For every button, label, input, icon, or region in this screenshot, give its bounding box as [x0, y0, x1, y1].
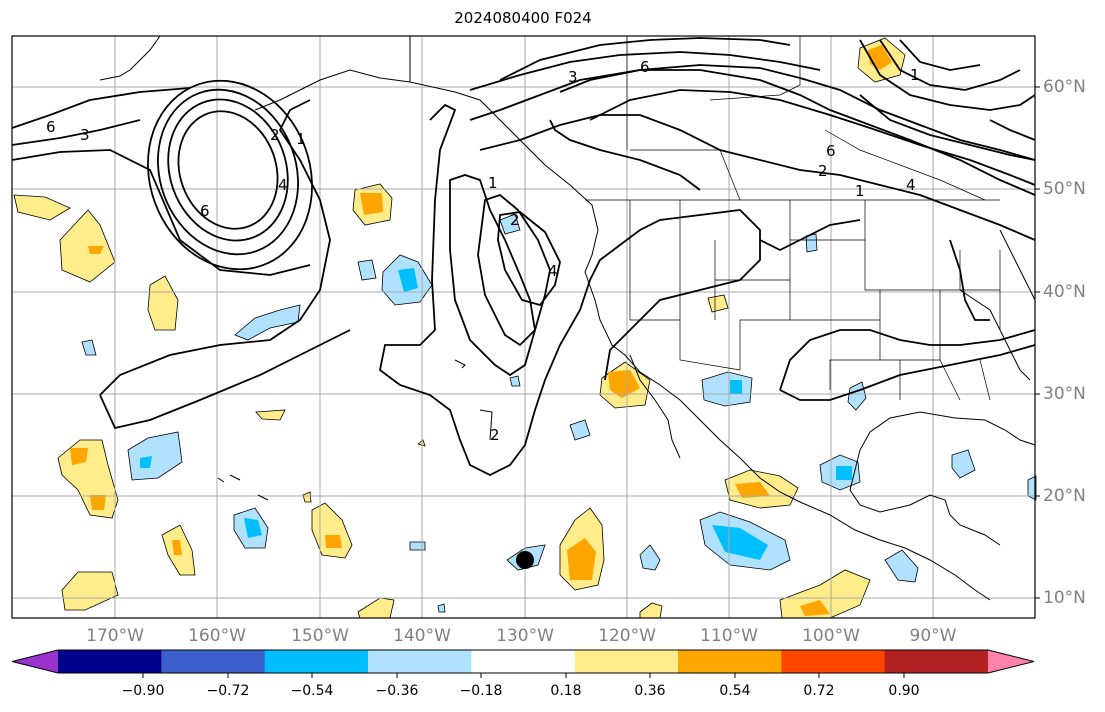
lon-label: 120°W	[598, 626, 656, 646]
fill-region	[234, 304, 301, 341]
lon-label: 140°W	[393, 626, 451, 646]
fill-region	[57, 439, 119, 519]
contour-label: 3	[568, 68, 578, 86]
contour-label: 6	[200, 202, 210, 220]
fill-region	[61, 571, 119, 611]
colorbar-tick-label: 0.90	[888, 683, 920, 699]
fill-region	[499, 213, 521, 235]
fill-region	[951, 449, 976, 479]
contour-label: 4	[278, 176, 288, 194]
lat-label: 20°N	[1043, 486, 1086, 506]
fill-region	[172, 540, 182, 555]
fill-region	[567, 538, 596, 580]
colorbar-tick-label: −0.54	[290, 683, 334, 699]
contour-label: 2	[510, 211, 520, 229]
coastlines	[99, 35, 1036, 601]
fill-region	[639, 544, 661, 571]
contour-label: 6	[640, 58, 650, 76]
fill-region	[81, 339, 97, 356]
colorbar-tick-label: −0.36	[375, 683, 419, 699]
fill-region	[707, 294, 729, 313]
graticule	[12, 36, 1035, 618]
fill-region	[1027, 475, 1037, 501]
fill-region	[639, 602, 663, 619]
negative-anomaly-fills	[81, 213, 1037, 613]
fill-region	[884, 549, 919, 583]
lon-label: 150°W	[291, 626, 349, 646]
lon-label: 160°W	[188, 626, 246, 646]
colorbar-tick-label: 0.36	[634, 683, 666, 699]
fill-region	[244, 518, 262, 538]
colorbar-tick-label: −0.90	[121, 683, 165, 699]
fill-region	[398, 268, 418, 292]
fill-region	[437, 603, 446, 613]
fill-region	[255, 409, 286, 421]
colorbar-tick-label: 0.54	[719, 683, 751, 699]
fill-region	[70, 448, 88, 465]
lat-label: 50°N	[1043, 179, 1086, 199]
fill-region	[608, 370, 640, 398]
map-title: 2024080400 F024	[454, 9, 592, 27]
contour-label: 2	[818, 162, 828, 180]
fill-region	[147, 275, 179, 331]
colorbar-tick-label: 0.18	[550, 683, 582, 699]
lon-label: 130°W	[496, 626, 554, 646]
contour-label: 2	[270, 126, 280, 144]
lat-label: 60°N	[1043, 77, 1086, 97]
fill-region	[127, 431, 183, 481]
lon-label: 90°W	[909, 626, 957, 646]
contour-label: 4	[906, 176, 916, 194]
map-frame	[11, 35, 1036, 619]
contour-labels: 6 3 1 2 4 6 1 2 3 4 6 1 2 4 6 1 2	[46, 58, 920, 444]
contour-label: 6	[46, 118, 56, 136]
colorbar-tick-label: −0.72	[206, 683, 250, 699]
fill-region	[735, 482, 770, 498]
fill-region	[360, 193, 383, 215]
lat-label: 40°N	[1043, 282, 1086, 302]
lat-ticks	[1035, 86, 1040, 599]
fill-region	[712, 525, 768, 560]
fill-region	[13, 194, 71, 221]
fill-region	[847, 381, 867, 411]
storm-marker-icon	[516, 551, 534, 569]
fill-region	[409, 541, 426, 551]
contour-label: 2	[490, 426, 500, 444]
fill-region	[59, 209, 116, 283]
fill-region	[325, 535, 342, 548]
contour-lines	[11, 37, 1036, 477]
positive-anomaly-fills	[13, 37, 906, 619]
lat-label: 30°N	[1043, 384, 1086, 404]
contour-label: 3	[80, 126, 90, 144]
fill-region	[90, 495, 106, 510]
lon-label: 170°W	[86, 626, 144, 646]
lat-label: 10°N	[1043, 588, 1086, 608]
fill-region	[800, 600, 830, 616]
contour-label: 1	[910, 66, 920, 84]
fill-region	[311, 502, 353, 559]
contour-label: 4	[548, 262, 558, 280]
fill-region	[88, 246, 104, 254]
lon-label: 100°W	[802, 626, 860, 646]
contour-label: 1	[488, 174, 498, 192]
colorbar-tick-label: 0.72	[803, 683, 835, 699]
fill-region	[569, 419, 591, 441]
contour-label: 1	[855, 182, 865, 200]
fill-region	[357, 597, 395, 619]
fill-region	[357, 259, 377, 281]
contour-label: 1	[296, 130, 306, 148]
contour-label: 6	[826, 142, 836, 160]
lon-label: 110°W	[700, 626, 758, 646]
fill-region	[509, 375, 521, 387]
colorbar-tick-label: −0.18	[459, 683, 503, 699]
fill-region	[730, 380, 742, 394]
fill-region	[701, 371, 753, 407]
fill-region	[302, 491, 312, 503]
fill-region	[140, 456, 152, 468]
fill-region	[836, 466, 852, 480]
